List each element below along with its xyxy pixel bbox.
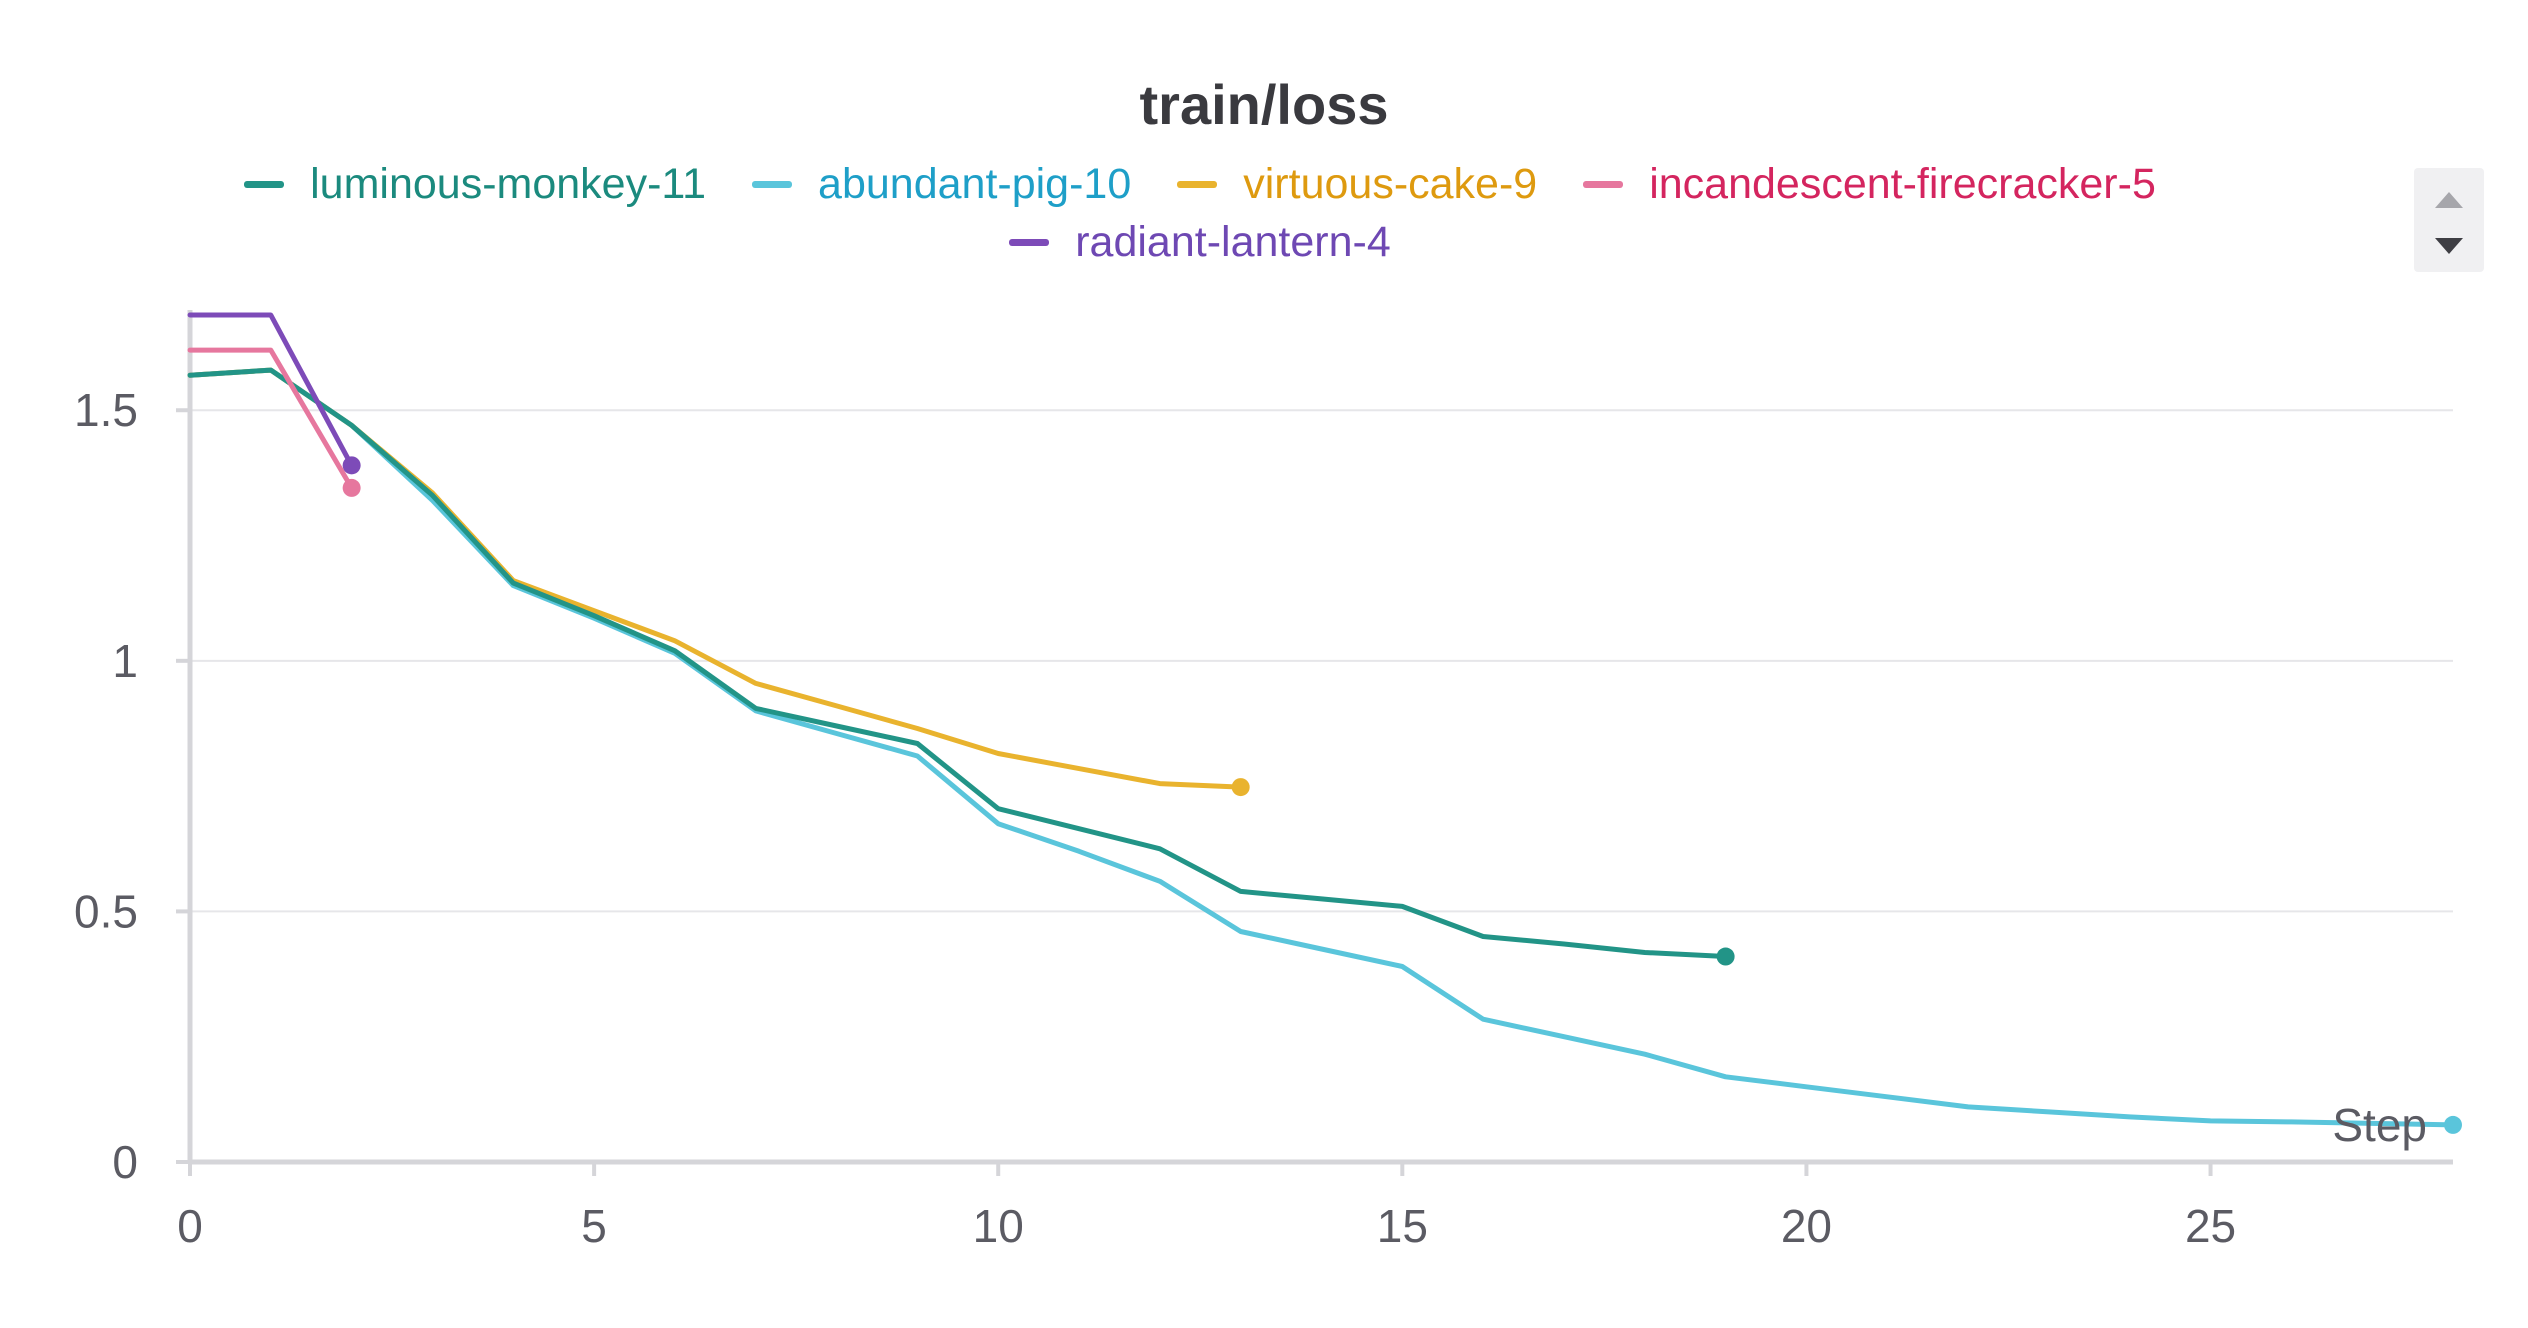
legend-swatch bbox=[1177, 181, 1218, 188]
y-tick-label: 0 bbox=[112, 1136, 138, 1188]
legend-item-virtuous-cake-9[interactable]: virtuous-cake-9 bbox=[1177, 160, 1537, 209]
x-tick-label: 25 bbox=[2185, 1200, 2236, 1252]
series-endpoint-virtuous-cake-9 bbox=[1231, 778, 1250, 797]
y-tick-label: 1 bbox=[112, 635, 138, 687]
x-axis-title: Step bbox=[2332, 1099, 2427, 1151]
legend-label: radiant-lantern-4 bbox=[1075, 218, 1391, 266]
legend-label: incandescent-firecracker-5 bbox=[1649, 160, 2156, 208]
legend-label: luminous-monkey-11 bbox=[310, 160, 707, 208]
series-endpoint-abundant-pig-10 bbox=[2444, 1115, 2462, 1134]
legend-swatch bbox=[1009, 239, 1050, 246]
legend-label: abundant-pig-10 bbox=[818, 160, 1132, 208]
x-tick-label: 15 bbox=[1377, 1200, 1428, 1252]
y-tick-label: 1.5 bbox=[74, 384, 138, 436]
series-endpoint-incandescent-firecracker-5 bbox=[342, 478, 361, 497]
series-line-virtuous-cake-9 bbox=[187, 367, 1244, 790]
legend-item-abundant-pig-10[interactable]: abundant-pig-10 bbox=[752, 160, 1131, 209]
series-line-incandescent-firecracker-5 bbox=[187, 347, 355, 491]
x-tick-label: 10 bbox=[973, 1200, 1024, 1252]
legend-row: radiant-lantern-4 bbox=[200, 218, 2200, 267]
x-tick-label: 0 bbox=[177, 1200, 203, 1252]
scroll-down-icon[interactable] bbox=[2435, 238, 2463, 254]
series-line-radiant-lantern-4 bbox=[187, 312, 355, 468]
series-endpoint-radiant-lantern-4 bbox=[342, 456, 361, 475]
legend-swatch bbox=[752, 181, 793, 188]
series-line-abundant-pig-10 bbox=[187, 367, 2456, 1128]
series-endpoint-luminous-monkey-11 bbox=[1716, 947, 1735, 966]
legend-item-luminous-monkey-11[interactable]: luminous-monkey-11 bbox=[244, 160, 706, 209]
x-tick-label: 20 bbox=[1781, 1200, 1832, 1252]
legend-row: luminous-monkey-11 abundant-pig-10 virtu… bbox=[200, 160, 2200, 209]
legend-scroller bbox=[2414, 168, 2484, 272]
x-tick-label: 5 bbox=[581, 1200, 607, 1252]
series-line-luminous-monkey-11 bbox=[187, 367, 1729, 959]
legend-swatch bbox=[244, 181, 285, 188]
legend-swatch bbox=[1583, 181, 1624, 188]
chart-title: train/loss bbox=[1139, 73, 1389, 136]
legend-item-incandescent-firecracker-5[interactable]: incandescent-firecracker-5 bbox=[1583, 160, 2156, 209]
y-tick-label: 0.5 bbox=[74, 885, 138, 937]
legend-label: virtuous-cake-9 bbox=[1243, 160, 1538, 208]
legend-item-radiant-lantern-4[interactable]: radiant-lantern-4 bbox=[1009, 218, 1391, 267]
scroll-up-icon[interactable] bbox=[2435, 192, 2463, 208]
